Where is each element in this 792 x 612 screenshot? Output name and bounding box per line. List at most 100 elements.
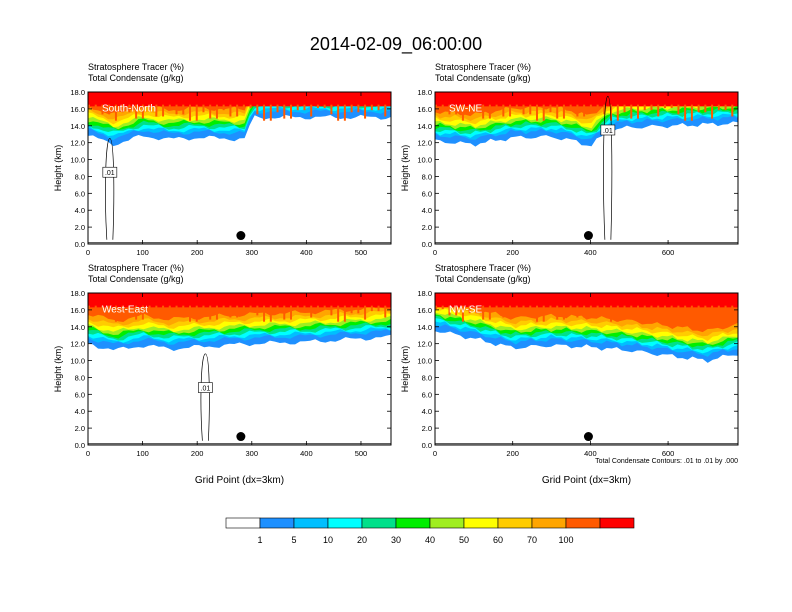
y-tick-label: 18.0 [417,289,432,298]
tracer-streak [290,104,292,119]
tracer-streak [650,104,653,111]
colorbar-label: 50 [459,535,469,545]
tracer-streak [448,104,451,115]
tracer-streak [350,104,353,113]
y-tick-label: 8.0 [422,373,432,382]
tracer-streak [603,305,606,316]
tracer-streak [276,104,279,113]
tracer-streak [189,104,191,121]
colorbar-label: 5 [291,535,296,545]
tracer-streak [684,104,687,121]
tracer-streak [162,104,165,117]
x-tick-label: 500 [355,449,368,458]
panel-subtitle-condensate: Total Condensate (g/kg) [88,274,184,284]
tracer-streak [569,104,572,111]
tracer-streak [670,104,673,109]
tracer-streak [337,104,340,121]
panels: Stratosphere Tracer (%) Total Condensate … [53,62,739,486]
panel-nw-se: Stratosphere Tracer (%) Total Condensate … [400,263,739,486]
tracer-streak [468,305,471,314]
tracer-streak [242,305,245,310]
colorbar-swatch-1 [259,517,295,529]
tracer-streak [128,104,131,113]
tracer-streak [461,305,464,322]
contour-note: Total Condensate Contours: .01 to .01 by… [595,458,738,465]
tracer-streak [690,305,693,322]
tracer-streak [509,305,512,318]
y-axis-label: Height (km) [400,145,410,192]
tracer-streak [162,305,165,318]
tracer-streak [488,104,491,119]
tracer-streak [303,305,306,312]
tracer-streak [249,305,252,310]
tracer-streak [229,305,232,318]
tracer-streak [121,305,124,314]
figure-title: 2014-02-09_06:00:00 [310,34,482,55]
y-tick-label: 16.0 [417,306,432,315]
y-axis-label: Height (km) [53,145,63,192]
colorbar-label: 20 [357,535,367,545]
tracer-streak [148,104,151,111]
tracer-streak [88,104,90,109]
x-tick-label: 200 [506,248,519,257]
panel-sw-ne: Stratosphere Tracer (%)Total Condensate … [400,62,739,257]
tracer-streak [256,104,259,115]
plot-area: .01 [435,92,738,244]
tracer-band-level-11 [88,293,391,308]
tracer-streak [323,104,326,109]
x-tick-label: 400 [584,248,597,257]
colorbar-label: 10 [323,535,333,545]
x-axis-label: Grid Point (dx=3km) [542,475,631,486]
y-tick-label: 18.0 [70,88,85,97]
x-tick-label: 0 [86,248,90,257]
tracer-streak [263,305,266,322]
colorbar: 1 5 10 20 30 40 50 60 70 100 [225,517,635,545]
tracer-streak [697,305,700,314]
tracer-streak [377,305,380,312]
colorbar-swatch-6 [429,517,465,529]
tracer-streak [482,305,485,320]
tracer-streak [283,305,286,320]
tracer-streak [303,104,306,111]
tracer-streak [330,104,333,115]
tracer-streak [269,305,272,322]
tracer-streak [249,104,252,109]
tracer-streak [222,305,225,312]
tracer-streak [529,305,532,316]
tracer-streak [711,305,714,320]
location-marker [583,432,593,442]
x-tick-label: 0 [86,449,90,458]
y-tick-label: 16.0 [70,105,85,114]
tracer-streak [455,104,458,115]
tracer-streak [276,305,279,314]
colorbar-swatch-9 [531,517,567,529]
tracer-streak [724,104,727,111]
tracer-streak [330,305,333,316]
panel-subtitle-tracer: Stratosphere Tracer (%) [435,263,531,273]
tracer-streak [357,305,360,314]
location-marker [583,231,593,241]
contour-label: .01 [201,386,211,393]
tracer-streak [337,305,340,322]
tracer-streak [515,305,518,310]
tracer-streak [475,305,478,314]
tracer-streak [189,305,191,322]
tracer-streak [323,305,326,310]
tracer-streak [549,104,552,113]
y-tick-label: 0.0 [75,441,85,450]
y-tick-label: 0.0 [422,240,432,249]
tracer-streak [236,305,239,318]
cross-section-label: SW-NE [449,103,482,114]
tracer-streak [94,104,97,109]
contour-label-box [102,166,118,178]
tracer-streak [370,104,373,111]
y-tick-label: 4.0 [75,407,85,416]
tracer-streak [731,104,734,117]
tracer-streak [455,305,458,316]
tracer-streak [704,104,707,113]
tracer-band-level-11 [88,92,391,107]
colorbar-label: 60 [493,535,503,545]
colorbar-swatch-0 [225,517,261,529]
colorbar-swatch-4 [361,517,397,529]
